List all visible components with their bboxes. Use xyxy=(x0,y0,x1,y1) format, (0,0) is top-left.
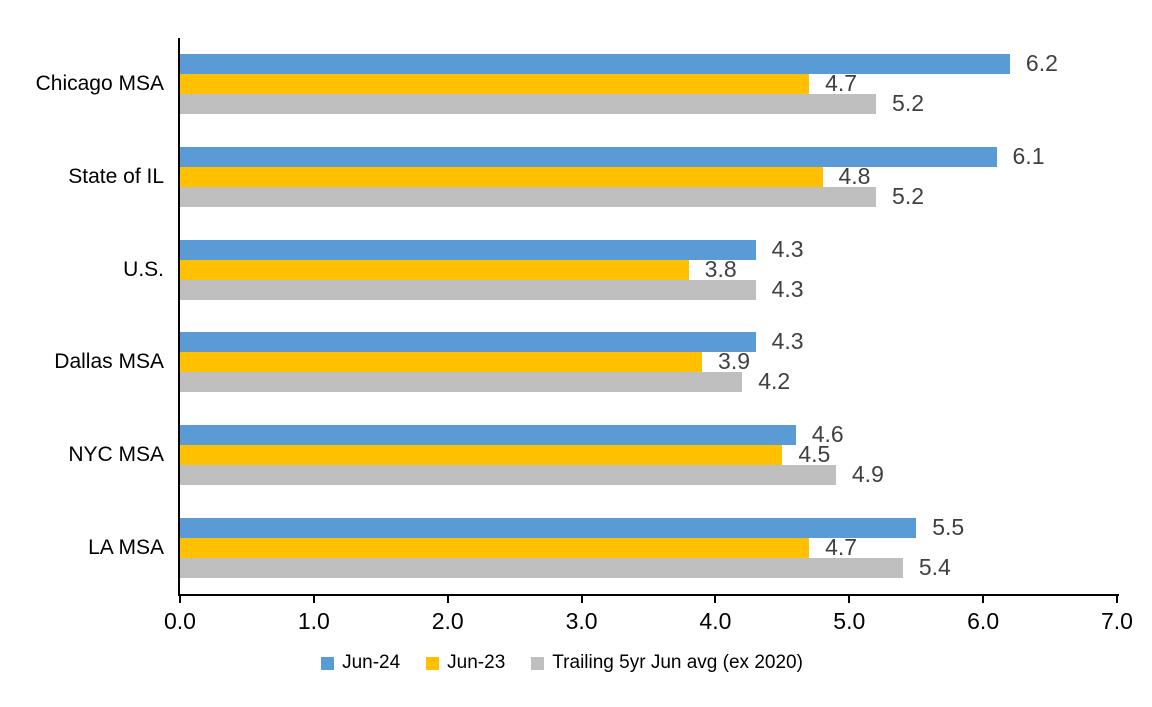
category-label-dallas-msa: Dallas MSA xyxy=(54,350,164,374)
x-axis-line xyxy=(178,594,1119,596)
value-label-u-s-jun-24: 4.3 xyxy=(771,235,804,262)
legend-label-trailing-5yr-jun-avg-ex-2020: Trailing 5yr Jun avg (ex 2020) xyxy=(552,652,803,673)
x-axis-tick-label-1.0: 1.0 xyxy=(297,608,330,634)
bar-chicago-msa-jun-24 xyxy=(180,54,1010,75)
category-label-nyc-msa: NYC MSA xyxy=(68,442,164,466)
x-axis-tick-label-6.0: 6.0 xyxy=(967,608,1000,634)
x-axis-tick-label-2.0: 2.0 xyxy=(431,608,464,634)
x-axis-tick-6.0 xyxy=(982,596,985,603)
value-label-nyc-msa-jun-23: 4.5 xyxy=(798,441,831,467)
bar-state-of-il-jun-23 xyxy=(180,167,823,187)
bar-dallas-msa-jun-23 xyxy=(180,352,703,373)
bar-nyc-msa-jun-24 xyxy=(180,425,796,445)
legend-item-jun-24: Jun-24 xyxy=(321,652,400,674)
x-axis-tick-7.0 xyxy=(1116,596,1118,603)
legend-label-jun-24: Jun-24 xyxy=(342,652,401,673)
legend-swatch-jun-23 xyxy=(426,656,440,670)
bar-u-s-jun-23 xyxy=(180,259,689,280)
value-label-u-s-trailing-5yr-jun-avg-ex-2020: 4.3 xyxy=(771,275,804,302)
x-axis-tick-label-4.0: 4.0 xyxy=(699,608,732,634)
value-label-dallas-msa-jun-23: 3.9 xyxy=(718,348,751,375)
value-label-state-of-il-jun-23: 4.8 xyxy=(838,163,871,189)
legend-swatch-jun-24 xyxy=(321,656,335,670)
legend-label-jun-23: Jun-23 xyxy=(447,652,506,673)
bar-nyc-msa-trailing-5yr-jun-avg-ex-2020 xyxy=(180,465,836,485)
value-label-u-s-jun-23: 3.8 xyxy=(704,255,737,282)
x-axis-tick-label-0.0: 0.0 xyxy=(164,608,196,634)
x-axis-tick-label-7.0: 7.0 xyxy=(1101,608,1133,634)
value-label-state-of-il-trailing-5yr-jun-avg-ex-2020: 5.2 xyxy=(892,183,925,209)
legend: Jun-24 Jun-23 Trailing 5yr Jun avg (ex 202… xyxy=(0,652,1152,674)
x-axis-tick-1.0 xyxy=(312,596,315,603)
bar-chicago-msa-trailing-5yr-jun-avg-ex-2020 xyxy=(180,94,877,115)
value-label-la-msa-jun-24: 5.5 xyxy=(932,513,965,540)
category-label-chicago-msa: Chicago MSA xyxy=(35,72,164,96)
value-label-dallas-msa-trailing-5yr-jun-avg-ex-2020: 4.2 xyxy=(758,368,791,395)
x-axis-tick-label-5.0: 5.0 xyxy=(833,608,866,634)
bar-la-msa-jun-23 xyxy=(180,537,810,558)
value-label-chicago-msa-jun-24: 6.2 xyxy=(1025,50,1058,77)
bar-nyc-msa-jun-23 xyxy=(180,445,783,465)
x-axis-tick-4.0 xyxy=(714,596,717,603)
bar-dallas-msa-trailing-5yr-jun-avg-ex-2020 xyxy=(180,372,743,393)
value-label-nyc-msa-trailing-5yr-jun-avg-ex-2020: 4.9 xyxy=(851,461,884,487)
value-label-dallas-msa-jun-24: 4.3 xyxy=(771,328,804,355)
legend-swatch-trailing-5yr-jun-avg-ex-2020 xyxy=(531,656,545,670)
value-label-la-msa-jun-23: 4.7 xyxy=(825,533,858,560)
x-axis-tick-3.0 xyxy=(580,596,583,603)
category-label-state-of-il: State of IL xyxy=(68,164,164,188)
value-label-la-msa-trailing-5yr-jun-avg-ex-2020: 5.4 xyxy=(918,553,951,580)
value-label-state-of-il-jun-24: 6.1 xyxy=(1012,143,1045,169)
x-axis-tick-2.0 xyxy=(446,596,449,603)
x-axis-tick-0.0 xyxy=(179,596,181,603)
legend-item-trailing-5yr-jun-avg-ex-2020: Trailing 5yr Jun avg (ex 2020) xyxy=(531,652,803,674)
value-label-nyc-msa-jun-24: 4.6 xyxy=(811,421,844,447)
legend-item-jun-23: Jun-23 xyxy=(426,652,505,674)
category-label-la-msa: LA MSA xyxy=(88,535,164,559)
x-axis-tick-label-3.0: 3.0 xyxy=(565,608,598,634)
category-label-u-s: U.S. xyxy=(123,257,164,281)
bar-u-s-jun-24 xyxy=(180,239,756,260)
bar-state-of-il-jun-24 xyxy=(180,147,997,167)
bar-la-msa-trailing-5yr-jun-avg-ex-2020 xyxy=(180,557,903,578)
bar-la-msa-jun-24 xyxy=(180,517,917,538)
y-axis-line xyxy=(178,38,180,596)
value-label-chicago-msa-trailing-5yr-jun-avg-ex-2020: 5.2 xyxy=(892,90,925,117)
plot-area: 6.2 4.7 5.2 6.1 4.8 5.2 4.3 3.8 4.3 4.3 3.9 4.2 4.6 4… xyxy=(180,38,1117,594)
bar-dallas-msa-jun-24 xyxy=(180,332,756,353)
bar-chicago-msa-jun-23 xyxy=(180,74,810,95)
x-axis-tick-5.0 xyxy=(848,596,851,603)
value-label-chicago-msa-jun-23: 4.7 xyxy=(825,70,858,97)
bar-state-of-il-trailing-5yr-jun-avg-ex-2020 xyxy=(180,187,877,207)
bar-u-s-trailing-5yr-jun-avg-ex-2020 xyxy=(180,279,756,300)
